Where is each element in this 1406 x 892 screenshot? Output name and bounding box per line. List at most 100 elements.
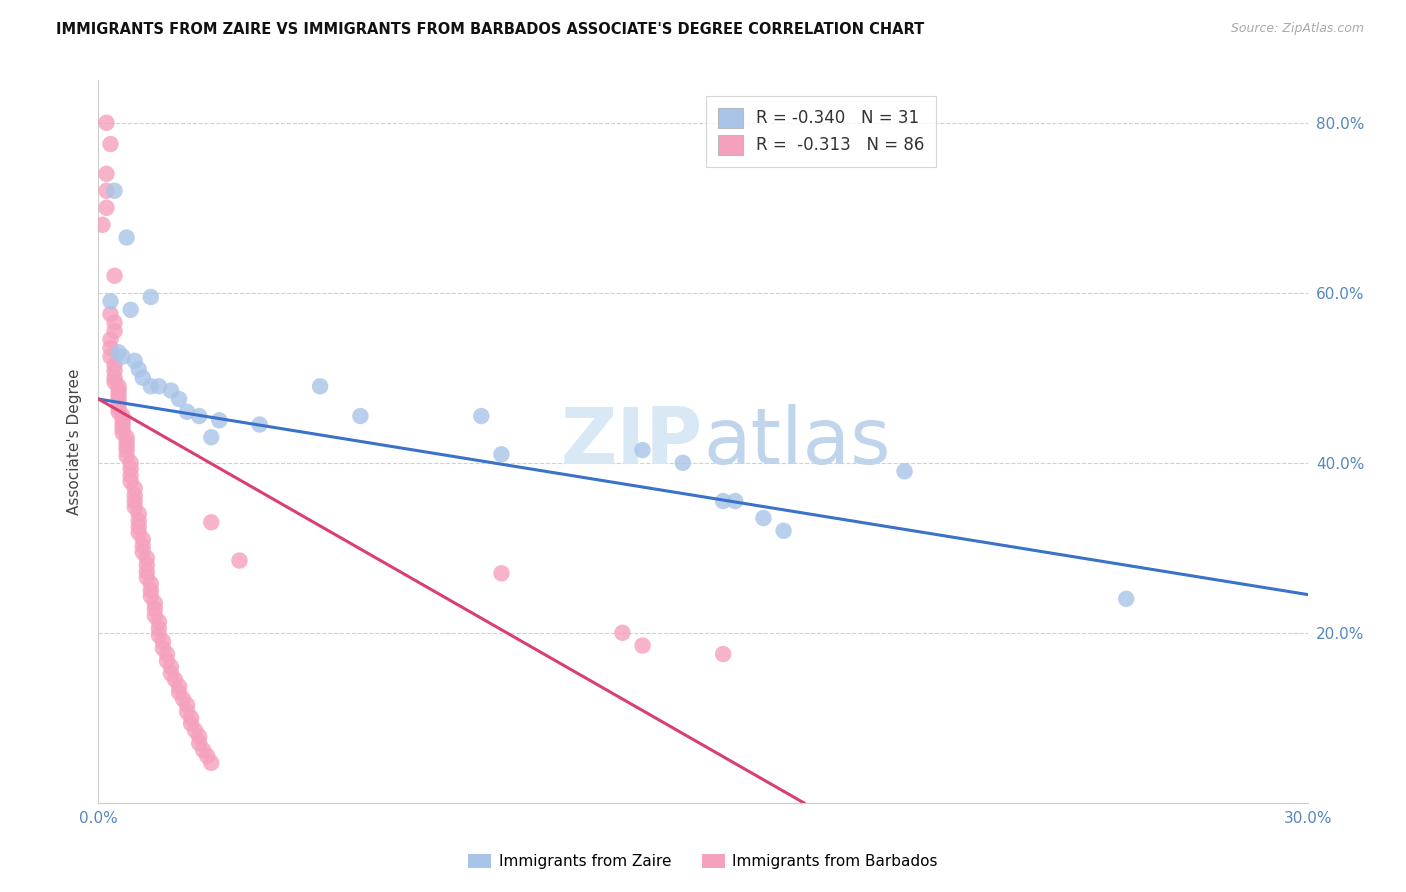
Point	[148, 615, 170, 629]
Point	[100, 307, 122, 321]
Text: Source: ZipAtlas.com: Source: ZipAtlas.com	[1230, 22, 1364, 36]
Point	[120, 302, 142, 317]
Point	[100, 350, 122, 364]
Point	[128, 514, 150, 528]
Text: atlas: atlas	[703, 403, 890, 480]
Point	[132, 545, 155, 559]
Point	[180, 716, 202, 731]
Point	[711, 494, 734, 508]
Point	[135, 565, 157, 579]
Point	[103, 364, 125, 378]
Point	[200, 756, 222, 770]
Point	[115, 449, 138, 463]
Point	[124, 353, 146, 368]
Point	[148, 622, 170, 636]
Point	[167, 679, 190, 693]
Point	[100, 341, 122, 355]
Point	[96, 116, 118, 130]
Point	[107, 384, 129, 398]
Point	[103, 184, 125, 198]
Point	[228, 553, 250, 567]
Point	[115, 230, 138, 244]
Point	[128, 519, 150, 533]
Point	[143, 608, 166, 623]
Point	[152, 634, 174, 648]
Point	[120, 461, 142, 475]
Point	[111, 422, 134, 436]
Point	[160, 660, 183, 674]
Point	[124, 488, 146, 502]
Point	[163, 673, 186, 687]
Point	[152, 641, 174, 656]
Point	[103, 316, 125, 330]
Point	[100, 333, 122, 347]
Point	[107, 392, 129, 406]
Y-axis label: Associate's Degree: Associate's Degree	[67, 368, 83, 515]
Point	[103, 268, 125, 283]
Point	[188, 409, 211, 423]
Point	[135, 551, 157, 566]
Point	[124, 500, 146, 514]
Point	[612, 625, 634, 640]
Point	[103, 375, 125, 389]
Point	[132, 371, 155, 385]
Point	[120, 456, 142, 470]
Point	[96, 184, 118, 198]
Point	[115, 439, 138, 453]
Point	[111, 417, 134, 432]
Point	[124, 481, 146, 495]
Point	[491, 447, 513, 461]
Point	[107, 401, 129, 415]
Point	[91, 218, 114, 232]
Point	[188, 730, 211, 744]
Point	[176, 705, 198, 719]
Point	[128, 525, 150, 540]
Point	[139, 583, 162, 598]
Point	[195, 749, 218, 764]
Point	[349, 409, 371, 423]
Point	[249, 417, 271, 432]
Point	[120, 475, 142, 489]
Point	[193, 743, 215, 757]
Point	[200, 430, 222, 444]
Point	[752, 511, 775, 525]
Point	[135, 558, 157, 572]
Point	[1115, 591, 1137, 606]
Point	[120, 468, 142, 483]
Point	[96, 201, 118, 215]
Point	[143, 602, 166, 616]
Point	[107, 396, 129, 410]
Point	[631, 639, 654, 653]
Point	[139, 290, 162, 304]
Point	[711, 647, 734, 661]
Point	[184, 723, 207, 738]
Point	[111, 413, 134, 427]
Point	[156, 654, 179, 668]
Point	[156, 647, 179, 661]
Point	[111, 409, 134, 423]
Point	[148, 628, 170, 642]
Point	[111, 350, 134, 364]
Point	[143, 596, 166, 610]
Legend: Immigrants from Zaire, Immigrants from Barbados: Immigrants from Zaire, Immigrants from B…	[463, 848, 943, 875]
Point	[188, 736, 211, 750]
Point	[180, 711, 202, 725]
Point	[139, 576, 162, 591]
Point	[724, 494, 747, 508]
Point	[167, 392, 190, 406]
Point	[172, 692, 194, 706]
Point	[893, 464, 915, 478]
Point	[103, 324, 125, 338]
Point	[103, 358, 125, 372]
Point	[115, 430, 138, 444]
Point	[176, 405, 198, 419]
Point	[309, 379, 332, 393]
Point	[111, 425, 134, 440]
Point	[103, 371, 125, 385]
Point	[107, 405, 129, 419]
Point	[96, 167, 118, 181]
Point	[128, 507, 150, 521]
Point	[672, 456, 695, 470]
Point	[124, 494, 146, 508]
Point	[148, 379, 170, 393]
